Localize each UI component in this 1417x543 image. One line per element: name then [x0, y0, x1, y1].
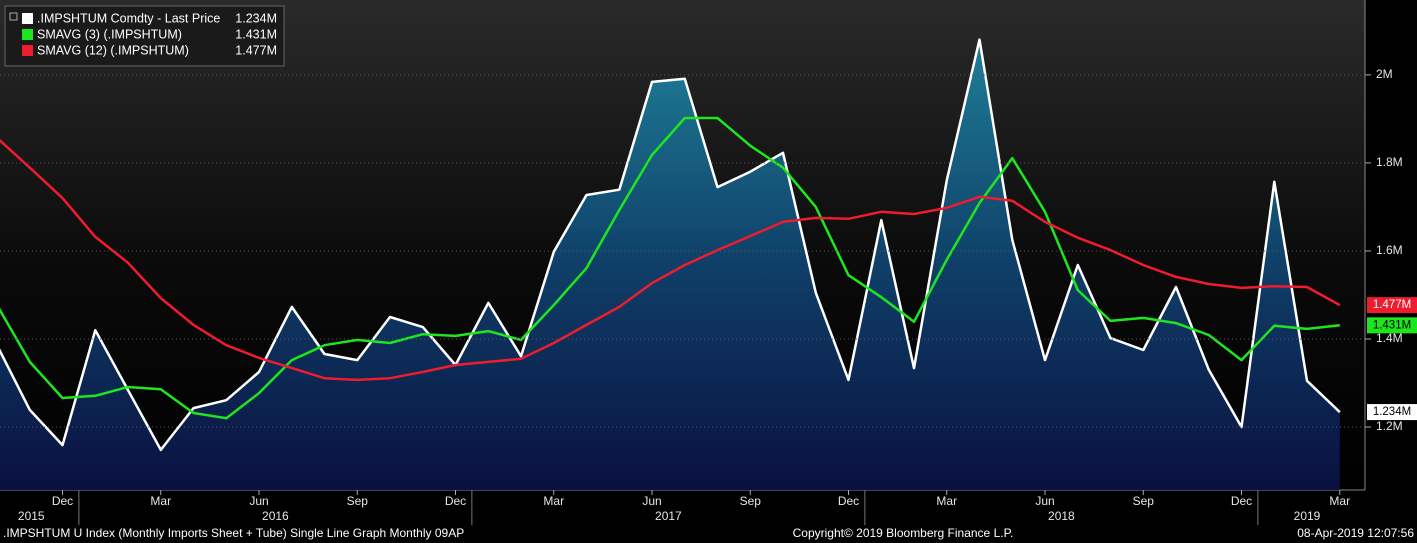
- year-label: 2016: [262, 509, 289, 523]
- x-tick-label: Jun: [642, 494, 661, 508]
- plot: [0, 38, 1341, 490]
- year-label: 2015: [18, 509, 45, 523]
- last-value-label: 1.234M: [1373, 406, 1411, 418]
- x-tick-label: Sep: [1133, 494, 1155, 508]
- y-tick-label: 1.2M: [1376, 419, 1403, 433]
- area: [0, 39, 1340, 490]
- x-tick-label: Mar: [150, 494, 171, 508]
- footer-center: Copyright© 2019 Bloomberg Finance L.P.: [793, 526, 1014, 540]
- legend-box: [4, 5, 285, 67]
- year-label: 2018: [1048, 509, 1075, 523]
- last-value-tag: [1367, 317, 1417, 334]
- y-tick-label: 1.4M: [1376, 331, 1403, 345]
- y-tick-label: 2M: [1376, 67, 1393, 81]
- x-axis-panel: [0, 490, 1417, 525]
- legend-swatch: [22, 13, 33, 24]
- x-tick-label: Sep: [347, 494, 369, 508]
- legend-label: .IMPSHTUM Comdty - Last Price: [37, 11, 220, 25]
- x-tick-label: Jun: [249, 494, 268, 508]
- legend: .IMPSHTUM Comdty - Last Price 1.234M SMAVG…: [9, 11, 277, 57]
- last-value-label: 1.477M: [1373, 299, 1411, 311]
- axes: 1.2M 1.4M 1.6M 1.8M 2M Dec Mar Jun Sep Dec Mar Jun S…: [0, 67, 1417, 525]
- year-label: 2019: [1294, 509, 1321, 523]
- x-tick-label: Sep: [740, 494, 762, 508]
- x-tick-label: Mar: [543, 494, 564, 508]
- legend-value: 1.477M: [235, 43, 277, 57]
- x-tick-label: Dec: [838, 494, 859, 508]
- footer-right: 08-Apr-2019 12:07:56: [1297, 526, 1414, 540]
- legend-swatch: [22, 45, 33, 56]
- x-tick-label: Dec: [1231, 494, 1252, 508]
- series-line: [0, 38, 1341, 452]
- series-line: [0, 116, 1340, 420]
- legend-collapse: [9, 12, 18, 21]
- last-value-tag: [1367, 404, 1417, 421]
- x-tick-label: Dec: [445, 494, 466, 508]
- legend-value: 1.431M: [235, 27, 277, 41]
- last-value-tag: [1367, 297, 1417, 314]
- legend-label: SMAVG (12) (.IMPSHTUM): [37, 43, 189, 57]
- year-label: 2017: [655, 509, 682, 523]
- x-tick-label: Mar: [936, 494, 957, 508]
- y-tick-label: 1.8M: [1376, 155, 1403, 169]
- y-tick-label: 1.6M: [1376, 243, 1403, 257]
- legend-label: SMAVG (3) (.IMPSHTUM): [37, 27, 182, 41]
- last-value-label: 1.431M: [1373, 319, 1411, 331]
- footer-left: .IMPSHTUM U Index (Monthly Imports Sheet…: [3, 526, 464, 540]
- x-tick-label: Dec: [52, 494, 73, 508]
- x-tick-label: Jun: [1035, 494, 1054, 508]
- legend-swatch: [22, 29, 33, 40]
- legend-value: 1.234M: [235, 11, 277, 25]
- series-line: [0, 138, 1341, 382]
- x-tick-label: Mar: [1329, 494, 1350, 508]
